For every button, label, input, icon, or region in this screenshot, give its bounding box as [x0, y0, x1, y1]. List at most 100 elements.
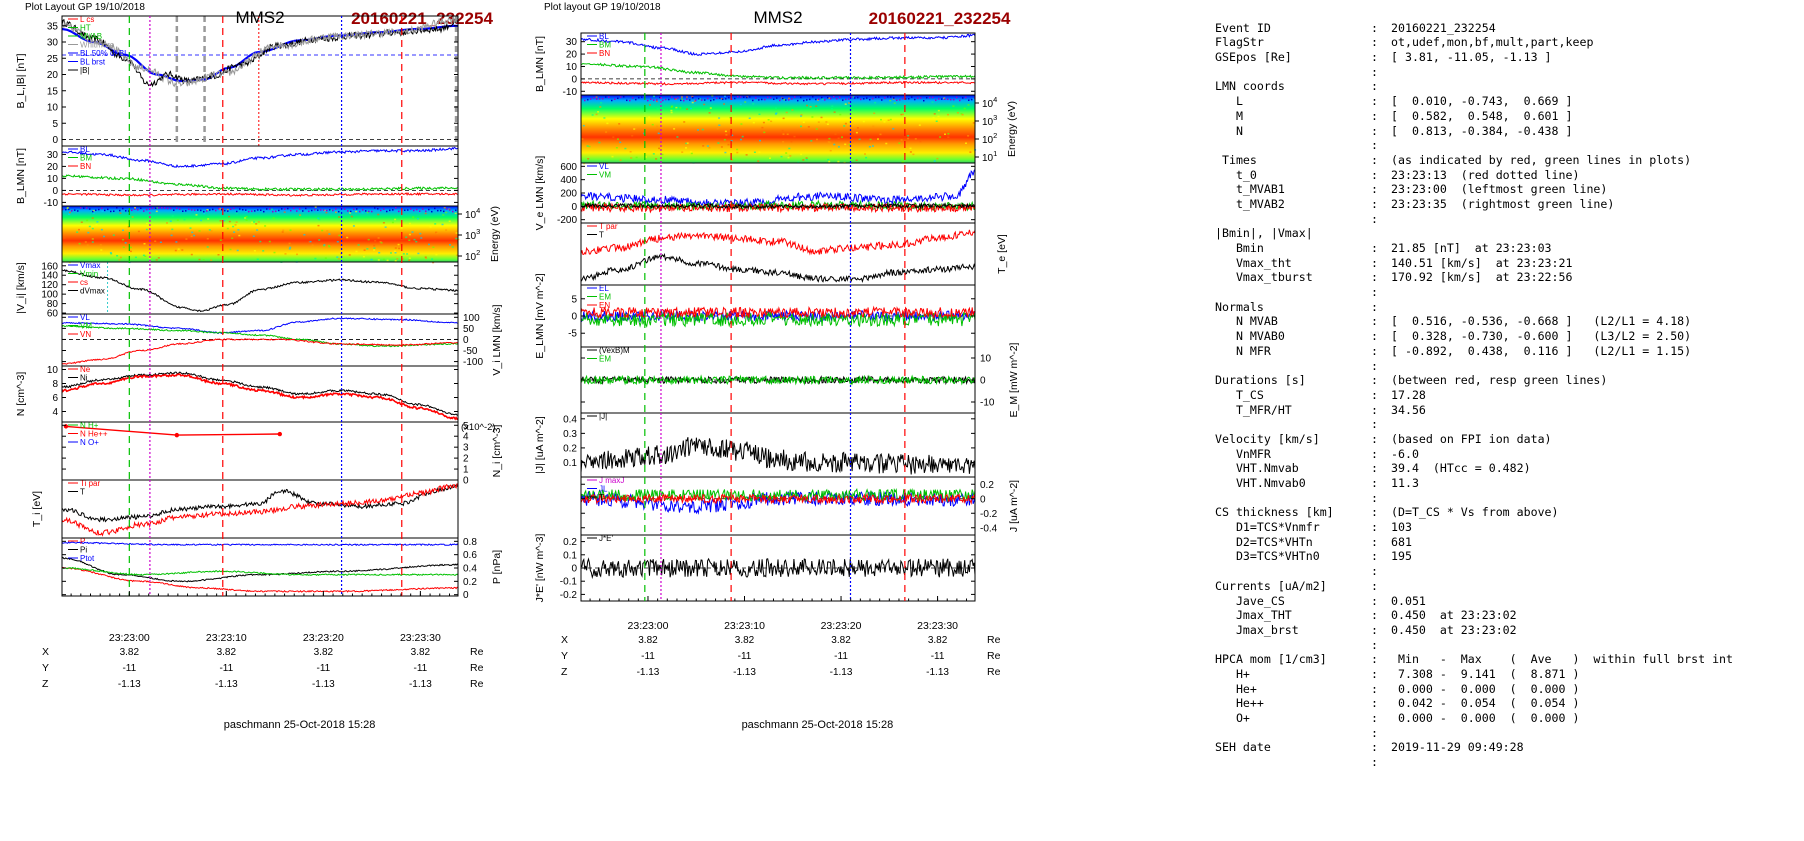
spectro-speckle	[858, 138, 861, 141]
spectro-speckle	[893, 102, 896, 104]
tick-label: 0.6	[463, 550, 477, 561]
legend-label: Ptot	[80, 554, 95, 563]
orbit-unit: Re	[987, 650, 1001, 662]
spectro-speckle	[244, 210, 247, 212]
spectro-noise	[755, 97, 757, 99]
spectro-noise	[656, 99, 658, 101]
spectro-speckle	[595, 96, 598, 98]
spectro-noise	[776, 97, 778, 99]
spectro-speckle	[142, 254, 145, 257]
orbit-value: -11	[738, 651, 752, 662]
orbit-value: -11	[219, 663, 233, 674]
series-line	[581, 202, 975, 214]
spectro-speckle	[879, 133, 882, 136]
spectro-speckle	[109, 252, 112, 254]
spectro-speckle	[417, 252, 420, 255]
spectro-noise	[920, 97, 922, 99]
spectro-speckle	[119, 212, 122, 214]
legend-label: Whitmore	[80, 41, 115, 50]
spectro-noise	[851, 96, 853, 98]
info-line: t_MVAB2:23:23:35 (rightmost green line)	[1215, 197, 1800, 212]
spectro-speckle	[631, 135, 634, 137]
legend-label: MVAB	[80, 32, 102, 41]
series-line	[581, 437, 975, 475]
spectro-noise	[815, 98, 817, 101]
spectro-speckle	[348, 254, 351, 256]
tick-label: 20	[47, 70, 59, 81]
spectro-speckle	[782, 117, 785, 120]
spectro-speckle	[944, 133, 946, 135]
spectro-speckle	[611, 155, 614, 158]
spectro-speckle	[960, 113, 963, 115]
spectro-speckle	[210, 259, 213, 261]
spectro-speckle	[587, 158, 590, 160]
info-line: :	[1215, 212, 1800, 227]
spectro-noise	[257, 209, 259, 211]
spectro-speckle	[350, 215, 353, 218]
info-value: [ 0.516, -0.536, -0.668 ] (L2/L1 = 4.18)	[1391, 314, 1692, 329]
info-line: Jmax_THT:0.450 at 23:23:02	[1215, 608, 1800, 623]
spectro-noise	[197, 209, 199, 211]
spectro-speckle	[783, 98, 786, 101]
info-value: Min - Max ( Ave ) within full brst int	[1391, 652, 1734, 667]
spectro-noise	[449, 209, 451, 211]
spectro-speckle	[435, 253, 438, 256]
spectro-speckle	[455, 237, 458, 240]
info-separator: :	[1371, 637, 1378, 652]
panel-plot-area	[62, 482, 458, 537]
spectro-noise	[863, 98, 865, 100]
info-key	[1215, 638, 1371, 653]
spectro-speckle	[848, 143, 851, 146]
info-line: N MVAB0: [ 0.328, -0.730, -0.600 ] (L3/L2…	[1215, 329, 1800, 344]
spectro-speckle	[419, 232, 422, 235]
info-key	[1215, 726, 1371, 741]
orbit-value: 3.82	[735, 635, 755, 646]
spectro-speckle	[691, 101, 694, 104]
spectro-noise	[767, 96, 769, 99]
spectro-speckle	[321, 229, 324, 232]
axis-label: |V_i| [km/s]	[15, 262, 27, 314]
info-separator: :	[1371, 50, 1378, 65]
spectro-noise	[764, 98, 766, 101]
spectro-noise	[617, 97, 619, 100]
spectro-noise	[872, 97, 874, 100]
spectro-noise	[956, 96, 958, 99]
spectro-speckle	[228, 220, 231, 223]
spectro-noise	[344, 208, 346, 210]
spectro-speckle	[844, 143, 847, 146]
info-separator: :	[1371, 666, 1378, 681]
panel-frame	[580, 412, 976, 478]
spectro-noise	[584, 99, 586, 102]
info-value: 0.042 - 0.054 ( 0.054 )	[1391, 696, 1580, 711]
spectro-speckle	[264, 225, 267, 227]
spectro-speckle	[190, 253, 193, 256]
spectro-noise	[800, 96, 802, 99]
spectro-speckle	[361, 212, 364, 214]
spectro-speckle	[210, 230, 213, 232]
info-key: Durations [s]	[1215, 373, 1306, 388]
spectro-speckle	[588, 145, 591, 148]
spectro-speckle	[445, 229, 448, 231]
tick-label: 20	[566, 50, 578, 61]
info-separator: :	[1371, 108, 1378, 123]
tick-exponent: 3	[993, 113, 997, 122]
spectro-noise	[146, 208, 148, 211]
spectro-noise	[245, 209, 247, 211]
spectro-speckle	[855, 131, 858, 134]
spectro-speckle	[144, 255, 147, 257]
spectro-speckle	[170, 234, 173, 237]
spectro-noise	[908, 97, 910, 100]
spectro-speckle	[752, 121, 755, 124]
spectro-speckle	[775, 112, 778, 114]
info-line: N MFR: [ -0.892, 0.438, 0.116 ] (L2/L1 = …	[1215, 344, 1800, 359]
spectro-band	[581, 95, 975, 163]
spectro-speckle	[122, 246, 125, 248]
spectro-noise	[305, 207, 307, 210]
panel-frame	[580, 32, 976, 96]
spectro-noise	[845, 98, 847, 101]
spectro-noise	[773, 98, 775, 101]
info-line: :	[1215, 417, 1800, 432]
tick-label: 0	[52, 186, 58, 197]
spectro-speckle	[78, 228, 80, 231]
spectro-noise	[242, 208, 244, 211]
